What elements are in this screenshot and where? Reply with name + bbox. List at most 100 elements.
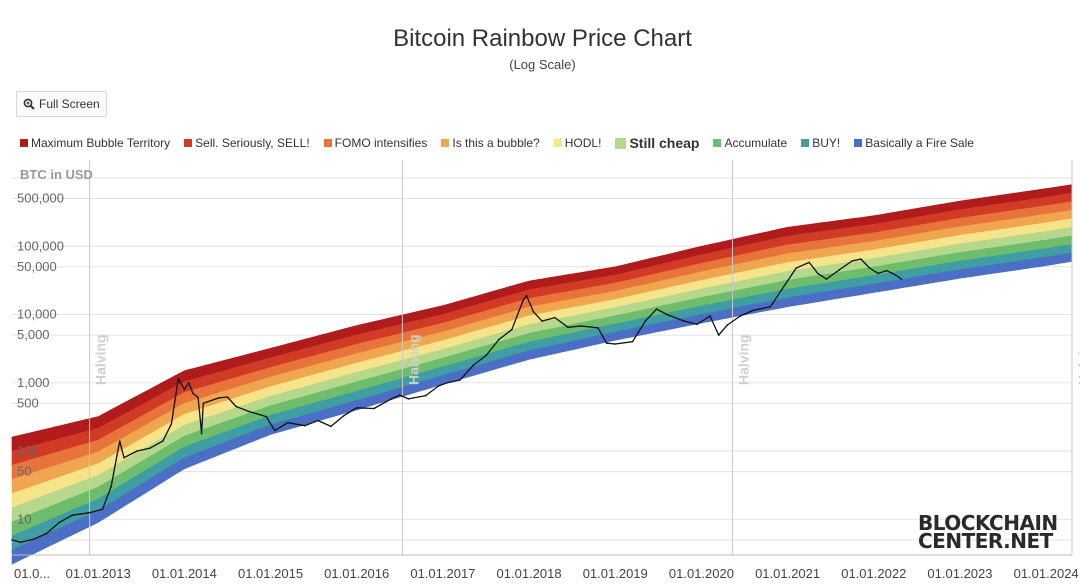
price-point: [446, 382, 449, 384]
price-point: [170, 423, 173, 425]
x-tick-label: 01.01.2017: [410, 566, 475, 581]
x-tick-label: 01.01.2019: [583, 566, 648, 581]
y-tick-label: 100,000: [17, 238, 64, 253]
y-tick-label: 10: [17, 511, 31, 526]
price-point: [782, 286, 785, 289]
price-point: [235, 405, 237, 408]
price-point: [851, 260, 853, 262]
halving-label-1: Halving: [405, 334, 421, 385]
price-point: [355, 407, 358, 409]
price-point: [877, 272, 879, 275]
legend-swatch: [615, 137, 627, 149]
price-point: [192, 392, 194, 395]
price-point: [525, 294, 528, 297]
legend-swatch: [553, 139, 562, 147]
legend-label: Still cheap: [629, 135, 700, 151]
price-point: [197, 396, 199, 399]
price-point: [655, 308, 658, 310]
price-point: [149, 447, 151, 450]
price-point: [187, 382, 190, 384]
price-point: [200, 432, 203, 435]
legend-item-6[interactable]: Accumulate: [713, 136, 787, 150]
y-tick-label: 50: [17, 464, 31, 479]
price-point: [532, 310, 535, 313]
legend-label: FOMO intensifies: [334, 136, 428, 150]
price-point: [900, 278, 903, 280]
legend-label: Maximum Bubble Territory: [31, 136, 171, 150]
price-point: [472, 364, 474, 367]
full-screen-button[interactable]: Full Screen: [16, 91, 107, 117]
price-point: [885, 269, 888, 272]
x-tick-label: 01.01.2015: [238, 566, 303, 581]
price-point: [162, 440, 164, 442]
price-point: [631, 340, 634, 343]
price-point: [522, 299, 524, 302]
y-tick-label: 50,000: [17, 259, 57, 274]
price-point: [614, 343, 617, 345]
x-tick-label: 01.01.2024: [1014, 566, 1079, 581]
price-point: [644, 320, 647, 322]
price-point: [317, 419, 319, 422]
price-point: [696, 323, 698, 326]
price-point: [808, 261, 810, 264]
legend-item-0[interactable]: Maximum Bubble Territory: [20, 136, 170, 150]
price-point: [666, 313, 668, 316]
logo-line-2: CENTER.NET: [918, 529, 1053, 553]
x-tick-label: 01.01.2021: [755, 566, 820, 581]
y-tick-label: 1,000: [17, 375, 50, 390]
legend-item-2[interactable]: FOMO intensifies: [323, 136, 428, 150]
legend: Maximum Bubble Territory Sell. Seriously,…: [20, 135, 988, 151]
price-point: [459, 379, 461, 381]
legend-item-1[interactable]: Sell. Seriously, SELL!: [184, 136, 310, 150]
legend-label: Basically a Fire Sale: [865, 136, 974, 150]
chart-title: Bitcoin Rainbow Price Chart: [393, 25, 692, 52]
y-tick-label: 500,000: [17, 191, 64, 206]
price-point: [304, 424, 306, 427]
price-point: [373, 407, 375, 410]
price-point: [683, 320, 685, 322]
price-point: [717, 334, 720, 336]
price-point: [218, 397, 220, 399]
price-point: [424, 394, 427, 397]
price-point: [437, 385, 440, 387]
price-point: [274, 429, 276, 432]
price-point: [11, 539, 13, 541]
price-point: [19, 541, 22, 544]
price-point: [817, 272, 819, 275]
x-tick-label: 01.01.2013: [66, 566, 131, 581]
legend-label: Accumulate: [724, 136, 788, 150]
price-point: [399, 394, 401, 396]
price-point: [101, 508, 104, 511]
price-point: [868, 267, 871, 269]
y-tick-label: 10,000: [17, 307, 57, 322]
legend-item-4[interactable]: HODL!: [553, 136, 601, 150]
price-point: [71, 514, 74, 516]
legend-swatch: [801, 139, 810, 147]
y-tick-label: 500: [17, 395, 39, 410]
legend-item-7[interactable]: BUY!: [801, 136, 840, 150]
price-point: [330, 425, 332, 428]
price-point: [541, 320, 543, 322]
price-point: [580, 325, 582, 327]
legend-item-5[interactable]: Still cheap: [615, 135, 699, 151]
price-point: [136, 450, 138, 452]
x-tick-label: 01.01.2022: [841, 566, 906, 581]
price-point: [32, 538, 35, 541]
legend-item-8[interactable]: Basically a Fire Sale: [854, 136, 974, 150]
price-point: [248, 410, 250, 413]
price-point: [110, 485, 112, 488]
legend-swatch: [854, 139, 863, 147]
full-screen-label: Full Screen: [39, 97, 100, 111]
price-point: [202, 402, 205, 405]
price-point: [726, 324, 729, 326]
x-tick-label: 01.01.2018: [497, 566, 562, 581]
price-point: [265, 415, 268, 418]
price-point: [183, 388, 186, 391]
price-point: [709, 315, 711, 317]
halving-label-0: Halving: [93, 334, 109, 385]
x-tick-label: 01.01.2016: [324, 566, 389, 581]
price-point: [838, 269, 841, 271]
legend-item-3[interactable]: Is this a bubble?: [441, 136, 540, 150]
price-point: [226, 396, 229, 398]
price-point: [407, 398, 410, 400]
